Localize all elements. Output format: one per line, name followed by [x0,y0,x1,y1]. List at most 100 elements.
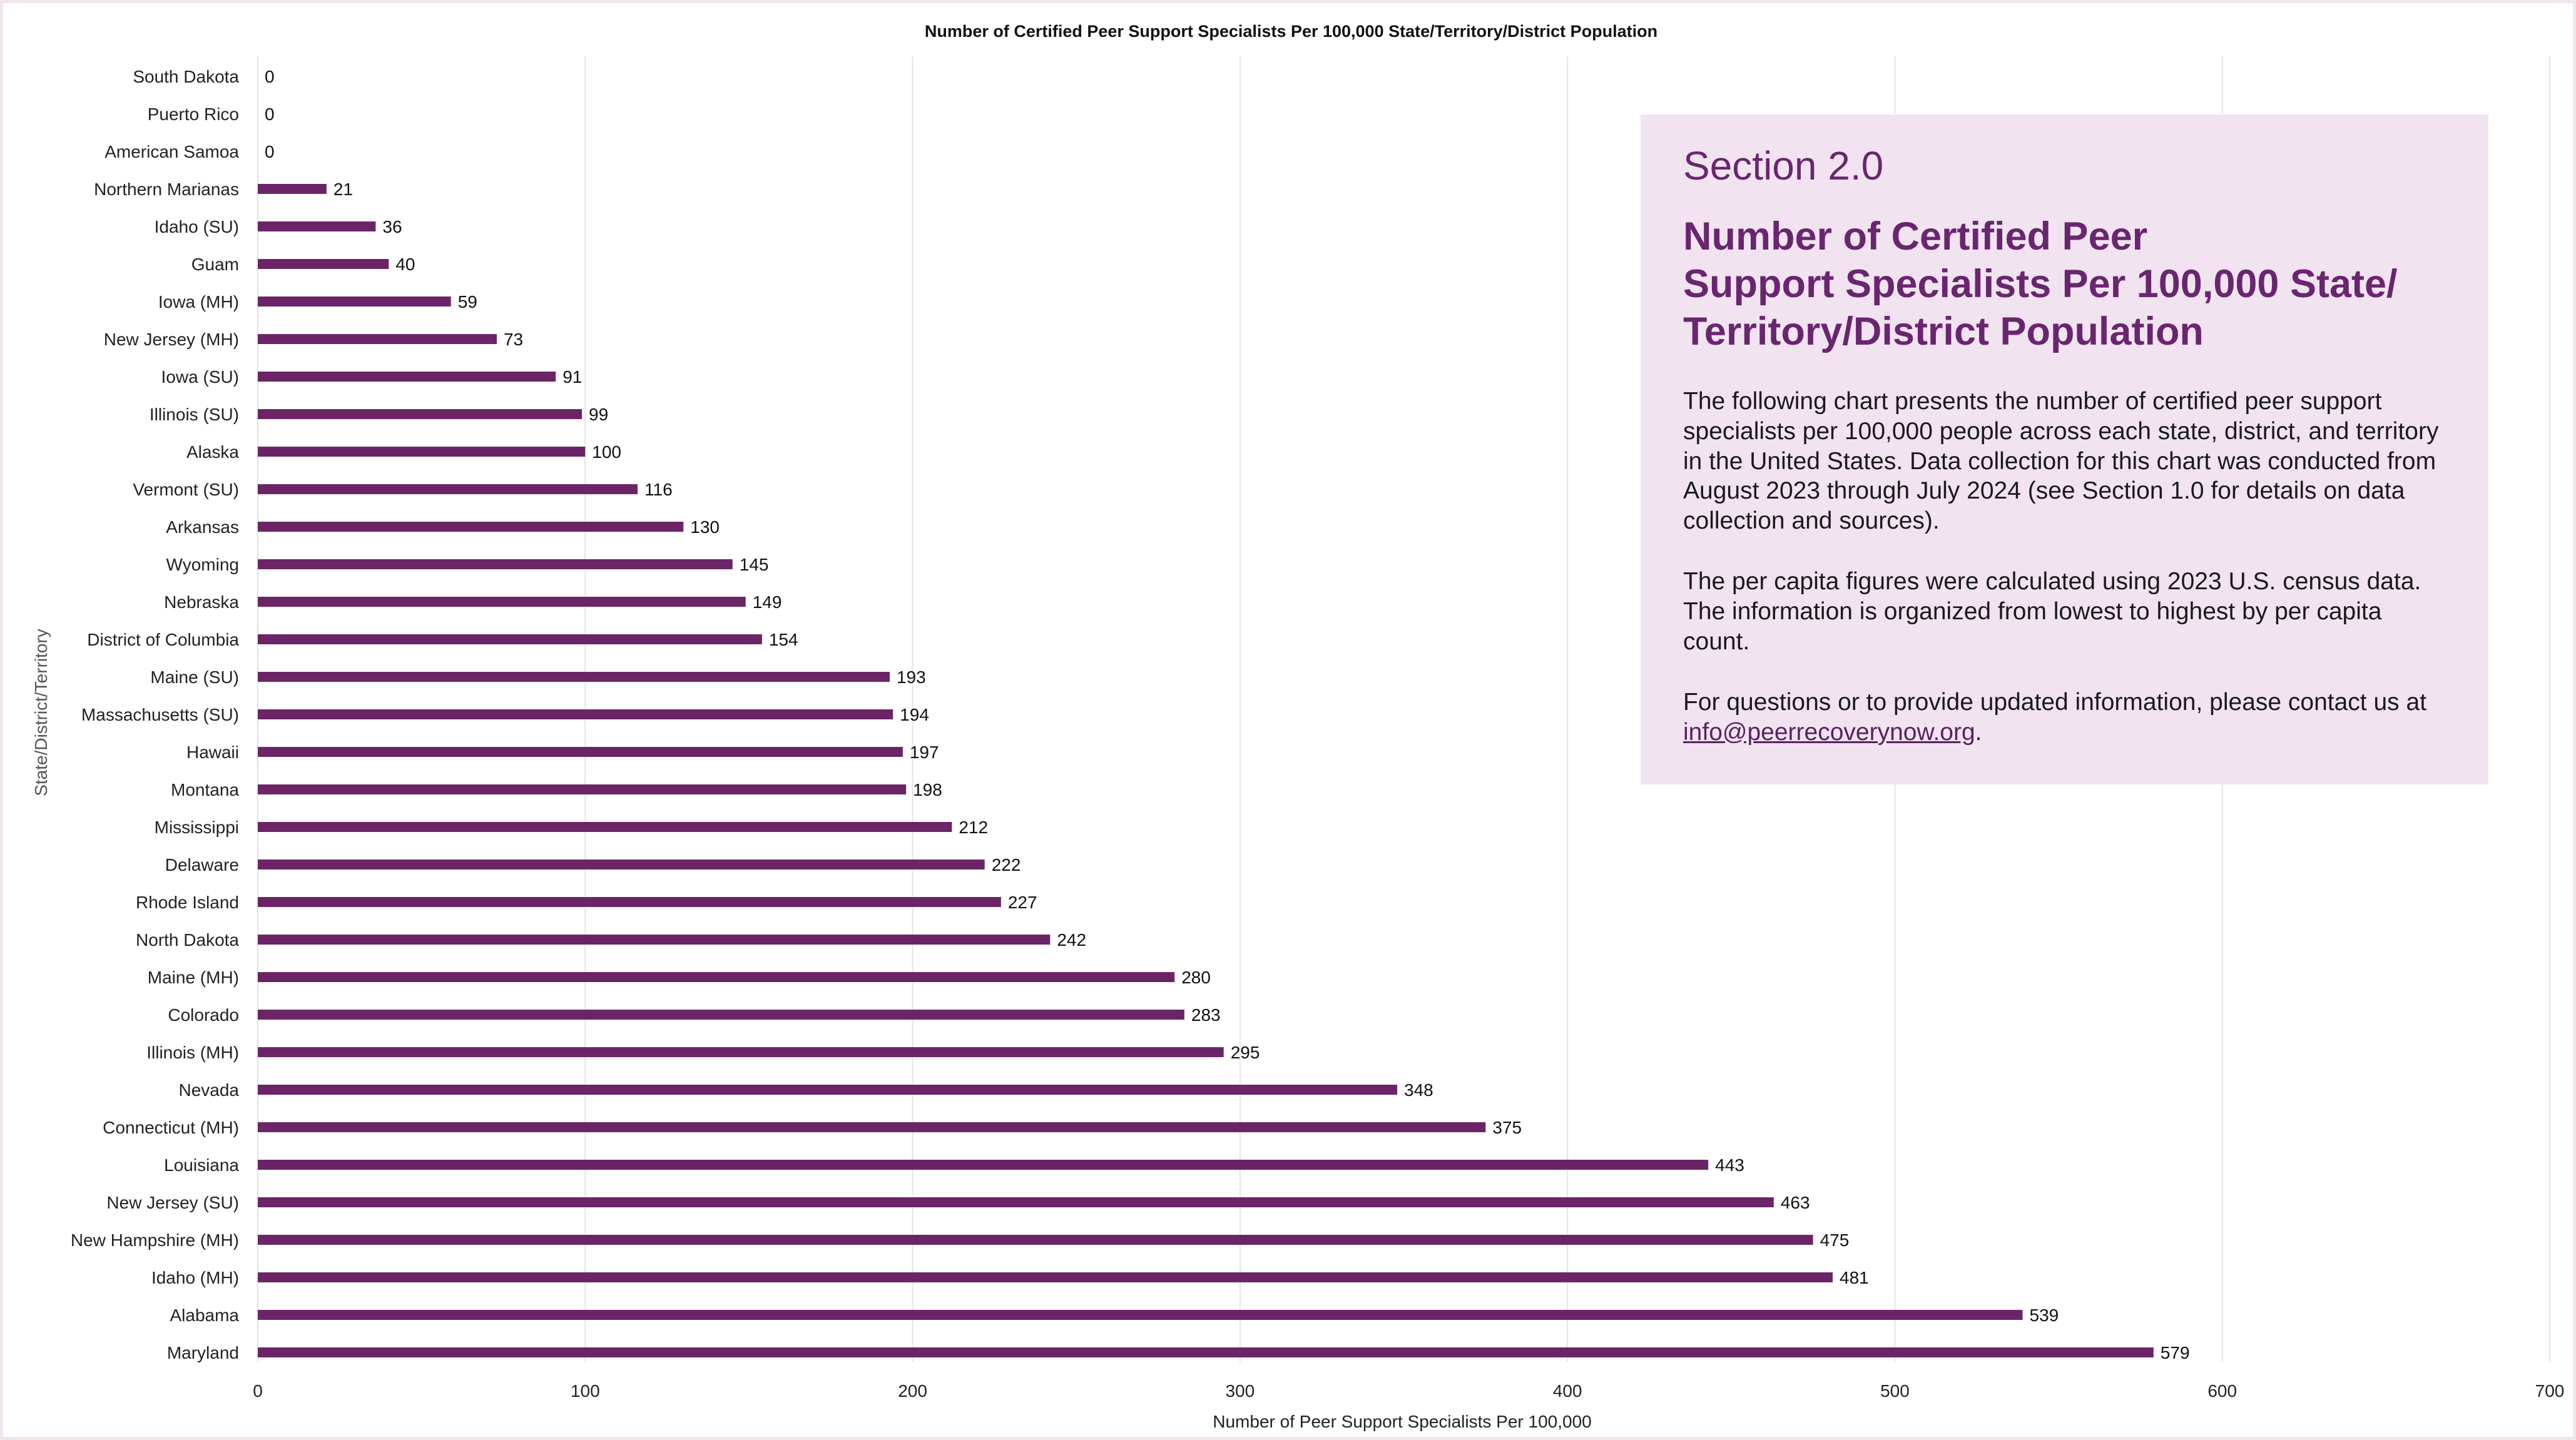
data-label: 99 [589,405,608,424]
data-label: 100 [592,442,621,462]
bar [258,859,985,870]
bar [258,634,762,644]
category-label: Hawaii [186,743,239,762]
contact-email-link[interactable]: info@peerrecoverynow.org [1683,718,1975,746]
bar [258,334,497,344]
category-label: Illinois (MH) [146,1043,239,1062]
contact-text-end: . [1975,718,1982,746]
y-axis-title: State/District/Territory [31,629,51,796]
bar [258,1085,1398,1095]
info-heading-line: Support Specialists Per 100,000 State/ [1683,262,2398,307]
category-label: Iowa (MH) [158,292,239,312]
data-label: 194 [900,705,929,724]
data-label: 40 [395,255,415,274]
category-label: Nebraska [164,592,239,612]
data-label: 154 [769,630,798,649]
category-label: Northern Marianas [94,180,239,199]
category-label: Maryland [167,1343,239,1362]
data-label: 149 [753,592,782,612]
bar [258,522,684,532]
category-label: Guam [191,255,239,274]
bar-chart: 0 0 0 21 36 40 59 73 91 99 100 116 130 145 149 154 193 19… [31,56,2564,1431]
x-tick-label: 400 [1553,1381,1582,1401]
data-label: 36 [382,217,402,236]
bar [258,784,907,794]
category-label: Idaho (MH) [151,1268,239,1287]
data-label: 116 [644,480,673,499]
bar [258,1160,1709,1170]
info-heading-line: Territory/District Population [1683,310,2204,354]
data-label: 227 [1008,893,1037,912]
info-paragraph-intro: The following chart presents the number … [1683,388,2439,534]
data-label: 475 [1820,1230,1850,1250]
data-label: 295 [1231,1043,1260,1062]
bar [258,972,1175,982]
category-label: Illinois (SU) [150,405,239,424]
bar [258,484,638,494]
data-label: 443 [1715,1155,1744,1175]
category-label: Maine (SU) [150,667,239,687]
data-label: 0 [265,104,275,124]
data-label: 212 [959,818,988,837]
x-tick-labels: 0 100 200 300 400 500 600 700 [253,1381,2564,1401]
bar [258,297,451,307]
category-label: Rhode Island [136,893,239,912]
data-label: 193 [897,667,926,687]
x-tick-label: 100 [571,1381,600,1401]
category-label: Idaho (SU) [155,217,239,236]
data-label: 222 [992,855,1021,875]
category-label: Arkansas [166,517,239,537]
bar [258,935,1051,945]
bar [258,409,583,419]
bar [258,221,376,231]
category-label: Maine (MH) [148,968,239,987]
x-tick-label: 0 [253,1381,263,1401]
data-label: 197 [910,743,939,762]
bar [258,672,890,682]
data-label: 59 [458,292,477,312]
category-label: Alabama [170,1306,239,1325]
bar [258,372,556,382]
category-label: Iowa (SU) [161,367,239,387]
data-label: 375 [1492,1118,1522,1137]
bar [258,897,1001,907]
category-label: District of Columbia [87,630,239,649]
category-label: Delaware [165,855,239,875]
data-label: 73 [504,330,523,349]
data-label: 481 [1840,1268,1869,1287]
category-label: Louisiana [164,1155,239,1175]
bar [258,1310,2023,1320]
info-heading: Number of Certified Peer Support Special… [1683,213,2446,356]
bar [258,822,952,832]
bar [258,1272,1833,1282]
category-label: New Hampshire (MH) [71,1230,239,1250]
data-label: 463 [1781,1193,1810,1212]
category-label: Montana [171,780,239,799]
bar [258,1347,2154,1357]
data-label: 198 [913,780,942,799]
category-label: Wyoming [166,555,239,574]
category-label: American Samoa [104,142,239,161]
category-label: Connecticut (MH) [103,1118,239,1137]
bar [258,1235,1813,1245]
bar [258,1047,1224,1057]
category-label: Mississippi [155,818,239,837]
bar [258,559,733,569]
category-label: Vermont (SU) [133,480,239,499]
category-labels: South Dakota Puerto Rico American Samoa Nor… [71,67,240,1362]
category-label: New Jersey (MH) [104,330,239,349]
category-label: Massachusetts (SU) [81,705,239,724]
bar [258,259,389,269]
info-paragraph-method: The per capita figures were calculated u… [1683,568,2421,655]
x-tick-label: 600 [2207,1381,2237,1401]
data-label: 242 [1057,930,1086,950]
x-tick-label: 200 [898,1381,927,1401]
bar [258,597,746,607]
category-label: South Dakota [133,67,239,86]
data-label: 348 [1404,1080,1433,1100]
contact-text: For questions or to provide updated info… [1683,689,2427,716]
bar [258,747,903,757]
data-label: 0 [265,67,275,86]
data-label: 91 [563,367,582,387]
